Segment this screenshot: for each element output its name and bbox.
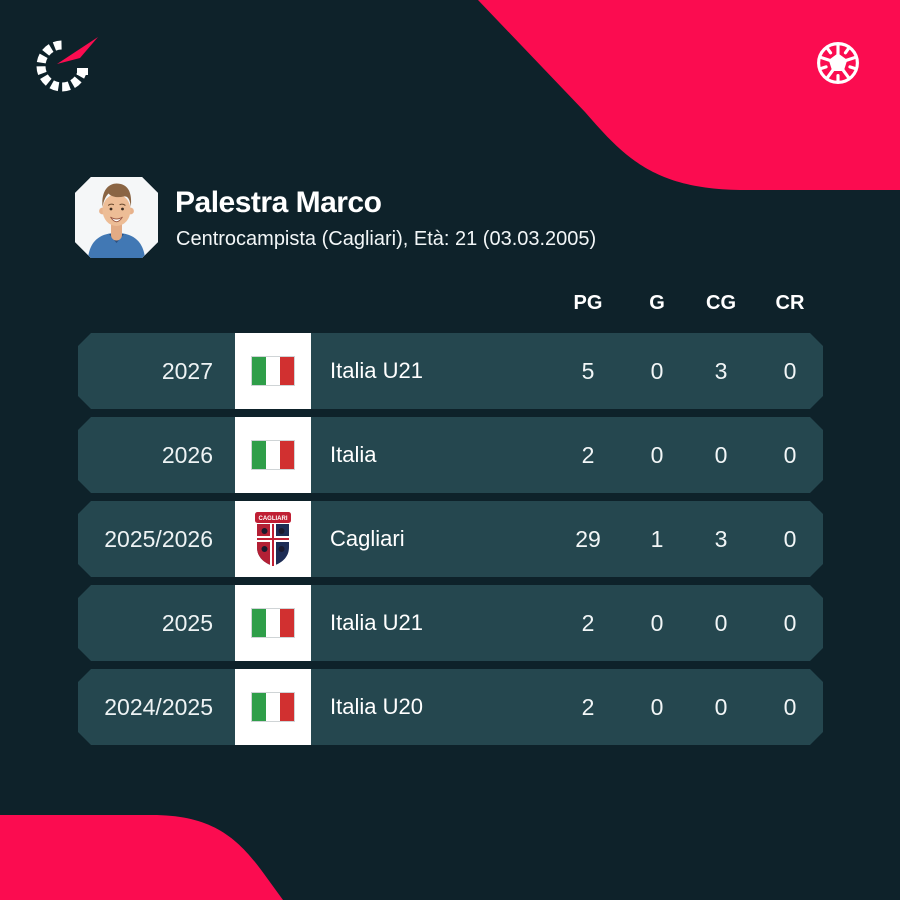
stat-g: 0 [650, 358, 664, 384]
table-row: 2026 Italia 2 0 0 0 [78, 417, 823, 493]
table-row: 2027 Italia U21 5 0 3 0 [78, 333, 823, 409]
table-row: 2025 Italia U21 2 0 0 0 [78, 585, 823, 661]
team-label: Italia [330, 442, 377, 467]
stat-cg: 0 [714, 442, 728, 468]
badge-box [235, 669, 311, 745]
team-label: Italia U21 [330, 358, 423, 383]
table-row: 2024/2025 Italia U20 2 0 0 0 [78, 669, 823, 745]
italy-flag-icon [251, 608, 295, 638]
team-label: Italia U20 [330, 694, 423, 719]
player-details: Centrocampista (Cagliari), Età: 21 (03.0… [176, 228, 597, 250]
season-label: 2025/2026 [104, 526, 213, 552]
team-label: Italia U21 [330, 610, 423, 635]
badge-box: CAGLIARI [235, 501, 311, 577]
table-row: 2025/2026 CAGLIARI Cagliari 29 1 3 0 [78, 501, 823, 577]
stat-cg: 3 [714, 358, 728, 384]
football-icon [817, 42, 859, 84]
badge-box [235, 333, 311, 409]
column-header-cr: CR [775, 292, 805, 314]
player-name: Palestra Marco [175, 186, 382, 219]
stat-cr: 0 [783, 610, 797, 636]
column-header-cg: CG [706, 292, 736, 314]
cagliari-crest-icon: CAGLIARI [253, 511, 293, 567]
stat-cr: 0 [783, 442, 797, 468]
flashscore-logo-icon [36, 37, 98, 92]
season-label: 2024/2025 [104, 694, 213, 720]
stat-g: 0 [650, 694, 664, 720]
badge-box [235, 585, 311, 661]
stat-pg: 2 [581, 610, 595, 636]
stat-cg: 0 [714, 610, 728, 636]
player-portrait [75, 177, 158, 258]
italy-flag-icon [251, 692, 295, 722]
stat-pg: 2 [581, 442, 595, 468]
season-label: 2027 [161, 358, 213, 384]
column-header-pg: PG [573, 292, 603, 314]
stat-pg: 5 [581, 358, 595, 384]
team-label: Cagliari [330, 526, 405, 551]
player-photo-frame [75, 177, 158, 258]
stat-cr: 0 [783, 526, 797, 552]
stat-cg: 0 [714, 694, 728, 720]
stat-pg: 2 [581, 694, 595, 720]
stat-g: 0 [650, 442, 664, 468]
stat-cr: 0 [783, 358, 797, 384]
italy-flag-icon [251, 440, 295, 470]
stat-cr: 0 [783, 694, 797, 720]
season-label: 2026 [161, 442, 213, 468]
stat-g: 0 [650, 610, 664, 636]
svg-text:CAGLIARI: CAGLIARI [259, 516, 288, 522]
badge-box [235, 417, 311, 493]
stat-g: 1 [650, 526, 664, 552]
stat-cg: 3 [714, 526, 728, 552]
italy-flag-icon [251, 356, 295, 386]
stat-pg: 29 [575, 526, 601, 552]
season-label: 2025 [161, 610, 213, 636]
column-header-g: G [649, 292, 665, 314]
